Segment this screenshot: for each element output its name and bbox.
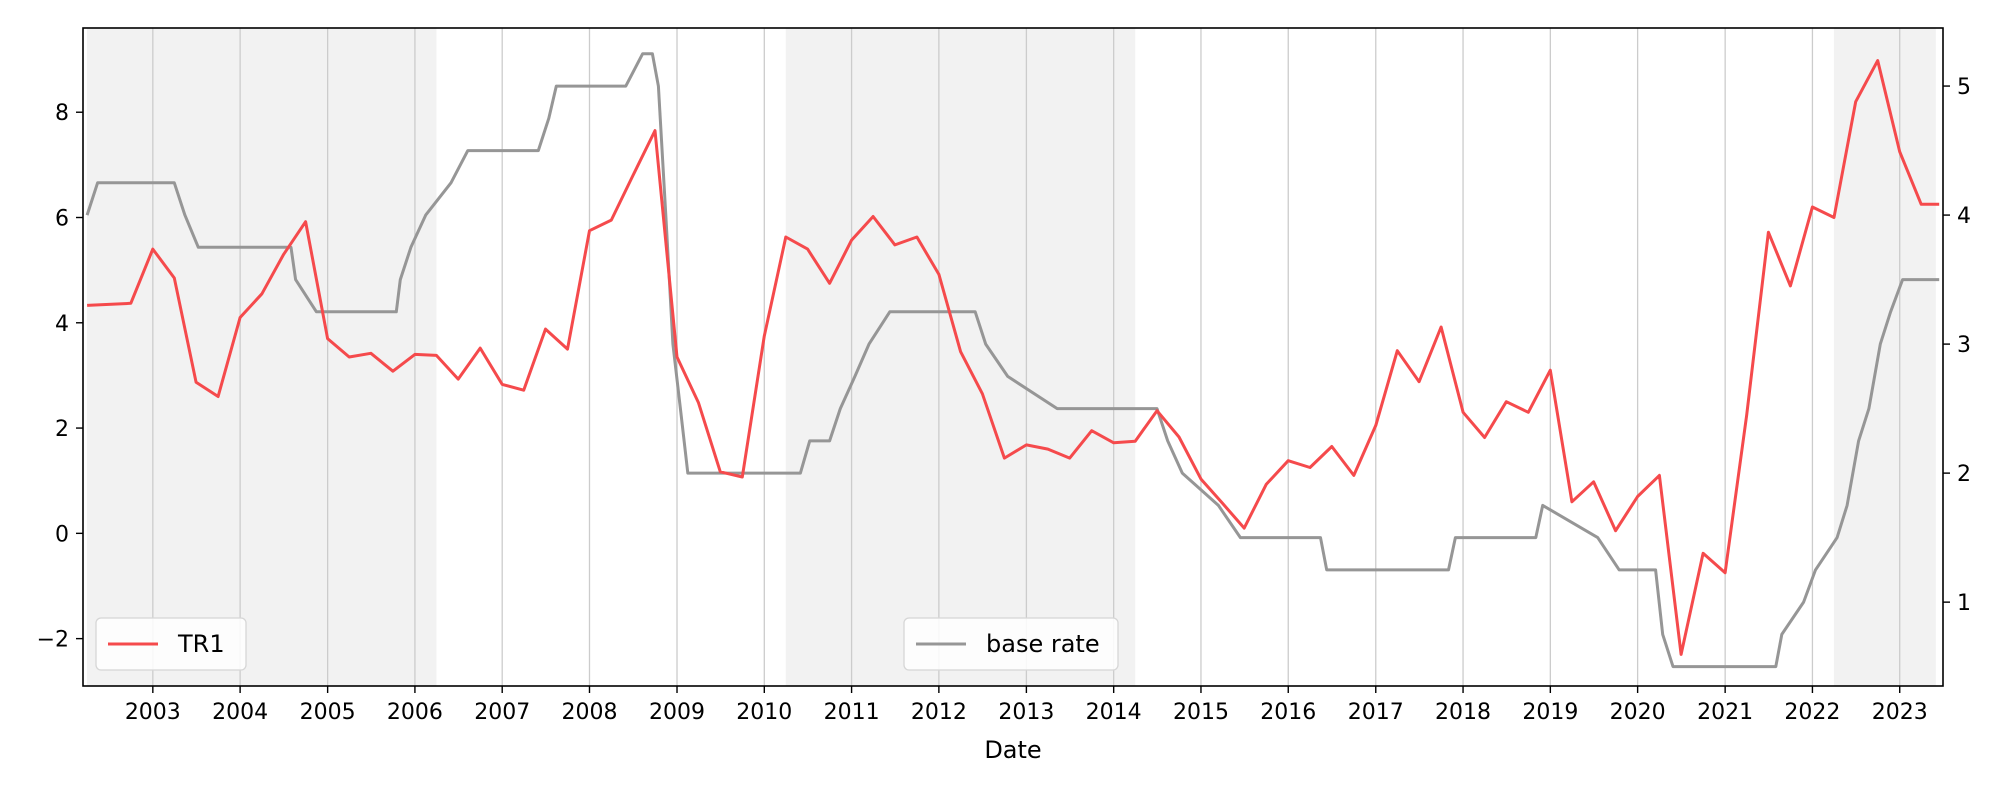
y-left-tick-label: 6 [55, 207, 69, 232]
x-tick-label: 2021 [1697, 700, 1753, 725]
legend-tr1: TR1 [95, 617, 247, 671]
series-lines [85, 52, 1940, 669]
y-left-tick-label: −2 [37, 628, 69, 653]
x-tick-label: 2013 [998, 700, 1054, 725]
y-right-tick-label: 5 [1957, 75, 1971, 100]
x-tick-label: 2019 [1522, 700, 1578, 725]
legend-label: TR1 [177, 630, 225, 658]
x-tick-label: 2003 [125, 700, 181, 725]
x-tick-label: 2012 [911, 700, 967, 725]
x-tick-label: 2004 [212, 700, 268, 725]
legend-label: base rate [986, 630, 1100, 658]
legends: TR1 base rate [95, 617, 1119, 671]
legend-box [903, 617, 1119, 671]
x-tick-label: 2010 [736, 700, 792, 725]
y-right-tick-label: 4 [1957, 204, 1971, 229]
x-tick-label: 2011 [824, 700, 880, 725]
shaded-period-3 [1833, 28, 1936, 686]
x-tick-label: 2017 [1348, 700, 1404, 725]
y-left-tick-label: 4 [55, 312, 69, 337]
series-line-base-rate [85, 52, 1940, 669]
x-tick-label: 2008 [561, 700, 617, 725]
x-tick-label: 2015 [1173, 700, 1229, 725]
legend-base-rate: base rate [903, 617, 1119, 671]
x-tick-label: 2020 [1610, 700, 1666, 725]
plot-frame [82, 27, 1944, 687]
x-tick-label: 2005 [300, 700, 356, 725]
series-line-tr1 [87, 59, 1940, 656]
shaded-period-2 [785, 28, 1136, 686]
legend-box [95, 617, 247, 671]
y-left-tick-label: 2 [55, 417, 69, 442]
x-tick-label: 2009 [649, 700, 705, 725]
y-left-tick-label: 0 [55, 522, 69, 547]
x-tick-label: 2014 [1086, 700, 1142, 725]
y-left-tick-label: 8 [55, 101, 69, 126]
x-tick-label: 2022 [1784, 700, 1840, 725]
x-tick-label: 2018 [1435, 700, 1491, 725]
x-tick-label: 2023 [1872, 700, 1928, 725]
y-axis-right: 1 2 3 4 5 [1943, 75, 1971, 616]
x-tick-label: 2007 [474, 700, 530, 725]
x-gridlines [152, 28, 1901, 686]
y-axis-left: −2 0 2 4 6 8 [37, 101, 83, 653]
y-right-tick-label: 1 [1957, 591, 1971, 616]
y-right-tick-label: 2 [1957, 462, 1971, 487]
x-axis: 2003 2004 2005 2006 2007 2008 2009 2010 2011 2012… [125, 686, 1928, 725]
shaded-periods [87, 28, 1936, 686]
shaded-period-1 [87, 28, 437, 686]
x-tick-label: 2016 [1260, 700, 1316, 725]
y-right-tick-label: 3 [1957, 333, 1971, 358]
x-axis-title: Date [984, 736, 1041, 764]
x-tick-label: 2006 [387, 700, 443, 725]
